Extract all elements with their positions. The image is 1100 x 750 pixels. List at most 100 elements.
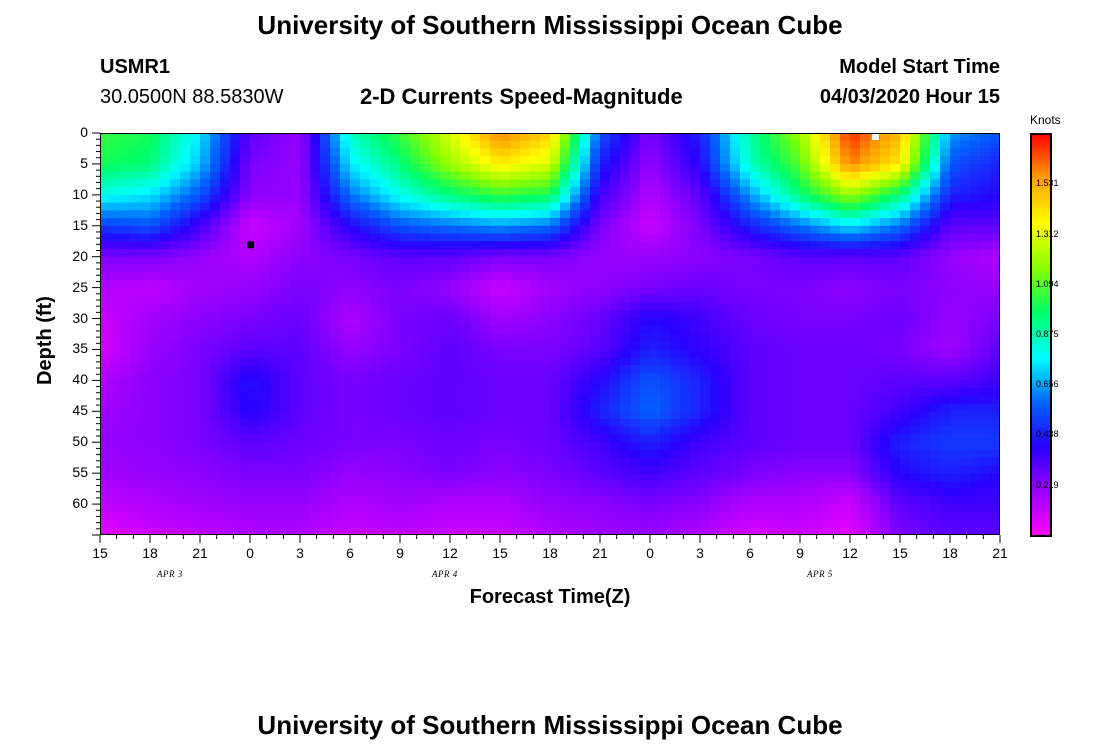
heatmap-cell [250, 364, 261, 374]
heatmap-cell [210, 480, 221, 490]
heatmap-cell [230, 426, 241, 436]
heatmap-cell [990, 279, 1000, 289]
heatmap-cell [550, 140, 561, 150]
heatmap-cell [960, 434, 971, 443]
heatmap-cell [770, 295, 781, 304]
heatmap-cell [990, 295, 1000, 304]
heatmap-cell [590, 303, 601, 312]
heatmap-cell [450, 163, 461, 173]
heatmap-cell [280, 504, 291, 513]
heatmap-cell [430, 241, 441, 250]
heatmap-cell [340, 473, 351, 482]
heatmap-cell [320, 465, 331, 474]
heatmap-cell [570, 349, 581, 358]
heatmap-cell [710, 434, 721, 443]
heatmap-cell [590, 426, 601, 436]
heatmap-cell [170, 326, 181, 335]
heatmap-cell [970, 395, 981, 405]
heatmap-cell [140, 179, 151, 188]
heatmap-cell [480, 449, 491, 459]
heatmap-cell [990, 133, 1000, 142]
heatmap-cell [910, 148, 921, 157]
heatmap-cell [990, 303, 1000, 312]
heatmap-cell [480, 411, 491, 420]
heatmap-cell [860, 187, 871, 196]
heatmap-cell [490, 496, 501, 505]
heatmap-cell [570, 194, 581, 204]
heatmap-cell [810, 264, 821, 273]
heatmap-cell [920, 256, 931, 266]
heatmap-cell [700, 473, 711, 482]
heatmap-cell [680, 194, 691, 204]
heatmap-cell [780, 256, 791, 266]
heatmap-cell [540, 449, 551, 459]
heatmap-cell [510, 457, 521, 467]
heatmap-cell [760, 140, 771, 150]
heatmap-cell [640, 480, 651, 490]
heatmap-cell [230, 225, 241, 235]
heatmap-cell [230, 264, 241, 273]
heatmap-cell [300, 326, 311, 335]
heatmap-cell [640, 519, 651, 528]
heatmap-cell [380, 527, 391, 535]
heatmap-cell [610, 357, 621, 366]
heatmap-cell [690, 527, 701, 535]
heatmap-cell [810, 272, 821, 281]
heatmap-cell [700, 171, 711, 180]
heatmap-cell [880, 148, 891, 157]
heatmap-cell [910, 225, 921, 235]
heatmap-cell [650, 202, 661, 211]
heatmap-cell [330, 419, 341, 428]
heatmap-cell [930, 187, 941, 196]
heatmap-cell [360, 341, 371, 351]
heatmap-cell [610, 434, 621, 443]
heatmap-cell [390, 496, 401, 505]
heatmap-cell [290, 140, 301, 150]
heatmap-cell [410, 465, 421, 474]
heatmap-cell [190, 279, 201, 289]
heatmap-cell [640, 218, 651, 227]
heatmap-cell [950, 465, 961, 474]
heatmap-cell [730, 519, 741, 528]
heatmap-cell [930, 140, 941, 150]
heatmap-cell [660, 480, 671, 490]
heatmap-cell [620, 248, 631, 258]
heatmap-cell [790, 225, 801, 235]
x-tick-label: 3 [296, 545, 304, 561]
heatmap-cell [370, 426, 381, 436]
heatmap-cell [720, 218, 731, 227]
heatmap-cell [380, 388, 391, 397]
heatmap-cell [650, 194, 661, 204]
heatmap-cell [360, 318, 371, 327]
heatmap-cell [150, 218, 161, 227]
heatmap-cell [700, 442, 711, 451]
heatmap-cell [640, 256, 651, 266]
heatmap-cell [580, 179, 591, 188]
heatmap-cell [980, 465, 991, 474]
heatmap-cell [210, 318, 221, 327]
heatmap-cell [250, 372, 261, 381]
heatmap-cell [690, 357, 701, 366]
heatmap-cell [370, 133, 381, 142]
heatmap-cell [190, 248, 201, 258]
heatmap-cell [860, 419, 871, 428]
heatmap-cell [840, 511, 851, 521]
heatmap-cell [420, 233, 431, 242]
heatmap-cell [450, 171, 461, 180]
heatmap-cell [470, 434, 481, 443]
heatmap-cell [110, 519, 121, 528]
heatmap-cell [840, 156, 851, 165]
heatmap-cell [860, 225, 871, 235]
heatmap-cell [240, 372, 251, 381]
heatmap-cell [860, 511, 871, 521]
heatmap-cell [930, 256, 941, 266]
heatmap-cell [400, 388, 411, 397]
heatmap-cell [510, 194, 521, 204]
heatmap-cell [650, 426, 661, 436]
heatmap-cell [440, 326, 451, 335]
heatmap-cell [690, 480, 701, 490]
heatmap-cell [570, 496, 581, 505]
heatmap-cell [400, 480, 411, 490]
heatmap-cell [410, 241, 421, 250]
heatmap-cell [790, 488, 801, 497]
